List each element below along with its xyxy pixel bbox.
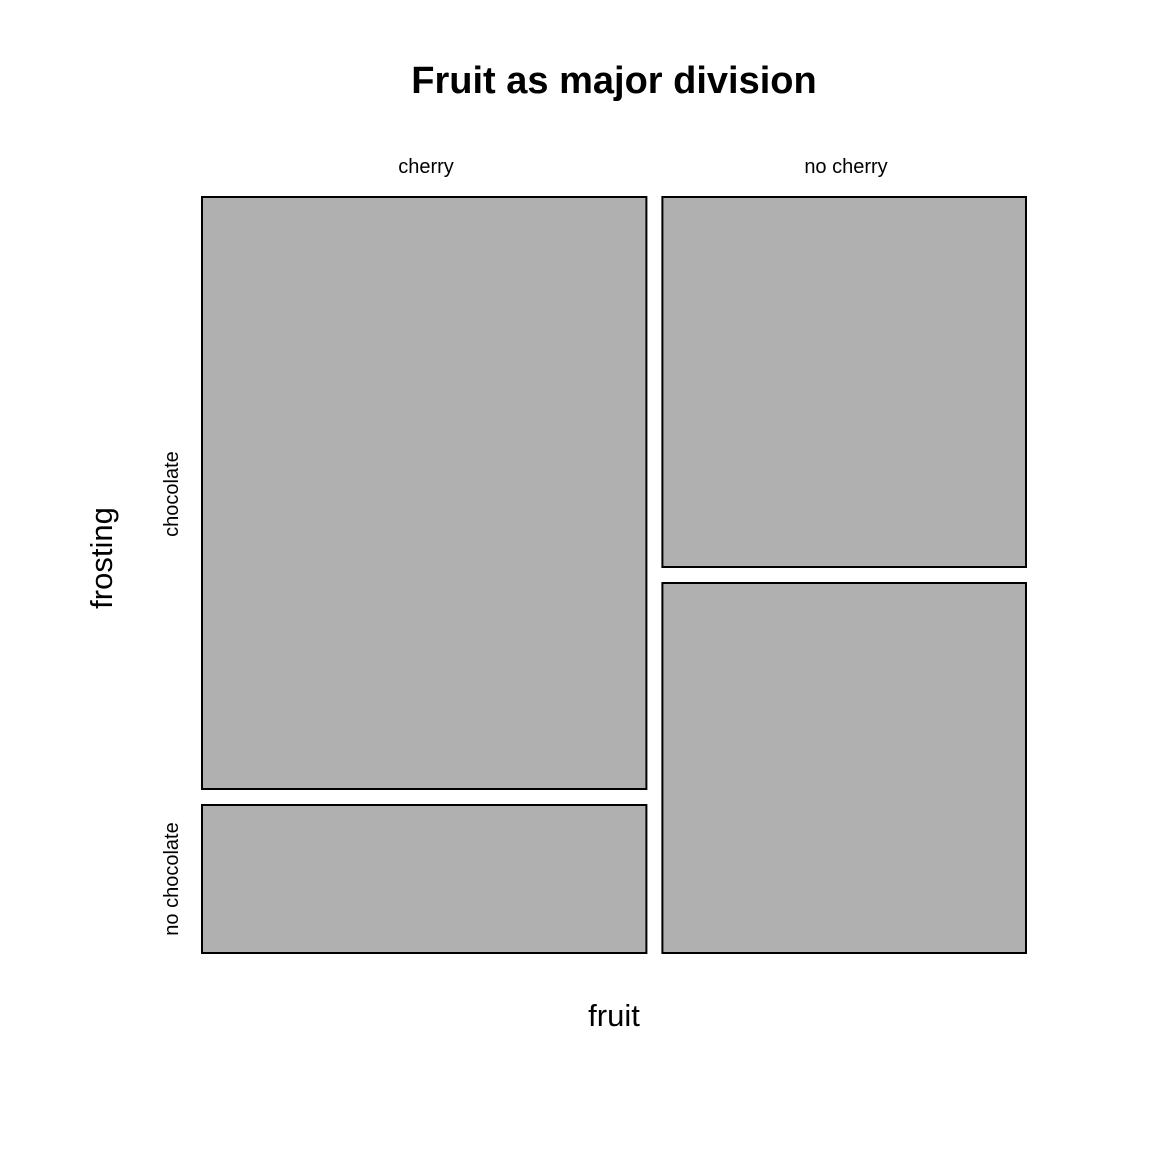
y-axis-title: frosting (84, 507, 119, 609)
chart-title: Fruit as major division (411, 60, 816, 102)
y-level-label-no-chocolate: no chocolate (161, 822, 183, 935)
tile-cherry-chocolate (201, 196, 648, 790)
x-axis-title: fruit (588, 998, 640, 1033)
x-level-label-no-cherry: no cherry (804, 156, 887, 178)
tile-cherry-no-chocolate (201, 804, 648, 954)
y-level-label-chocolate: chocolate (161, 451, 183, 537)
x-level-label-cherry: cherry (398, 156, 454, 178)
tile-no-cherry-chocolate (661, 196, 1028, 568)
mosaic-tiles (201, 196, 1028, 954)
tile-no-cherry-no-chocolate (661, 582, 1028, 954)
